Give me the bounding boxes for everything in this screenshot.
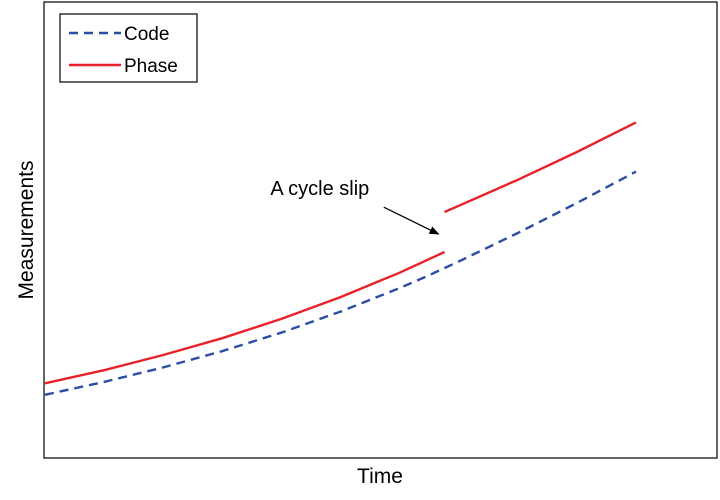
legend-box bbox=[59, 13, 198, 83]
x-axis-label: Time bbox=[357, 465, 403, 488]
y-axis-label: Measurements bbox=[15, 161, 38, 300]
legend-label-phase: Phase bbox=[124, 56, 178, 77]
annotation-layer: A cycle slip bbox=[270, 178, 440, 235]
legend-label-code: Code bbox=[124, 24, 169, 45]
series-phase-line-segment-2 bbox=[444, 121, 637, 214]
annotation-arrow bbox=[383, 206, 440, 235]
series-layer bbox=[44, 121, 637, 396]
annotation-cycle-slip: A cycle slip bbox=[270, 178, 369, 200]
series-phase-line-segment-1 bbox=[44, 250, 446, 385]
legend: Code Phase bbox=[59, 13, 198, 83]
series-code-line-segment-1 bbox=[44, 170, 637, 396]
